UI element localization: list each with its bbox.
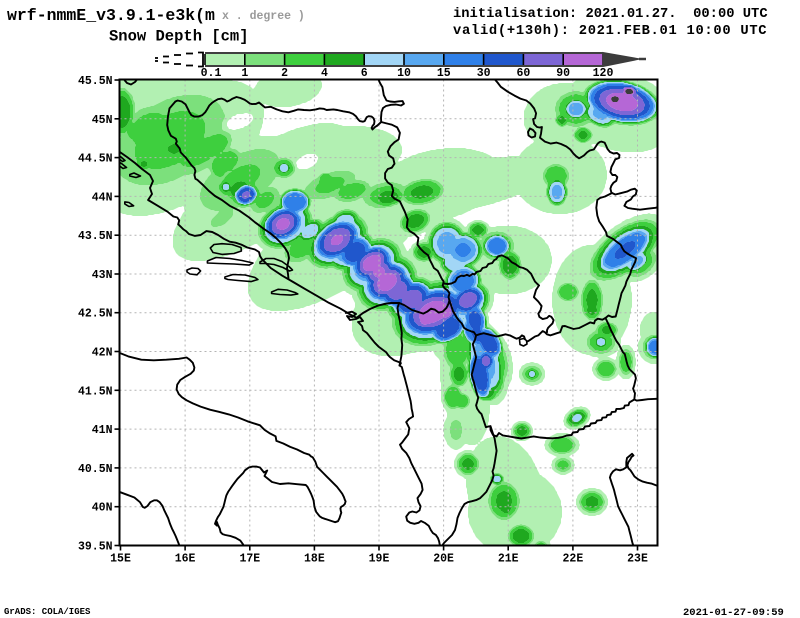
svg-text:42N: 42N xyxy=(92,347,113,360)
svg-text:120: 120 xyxy=(593,67,614,80)
svg-text:60: 60 xyxy=(516,67,530,80)
svg-text:10: 10 xyxy=(397,67,411,80)
svg-text:Snow Depth [cm]: Snow Depth [cm] xyxy=(109,28,249,46)
svg-text:6: 6 xyxy=(361,67,368,80)
svg-text:21E: 21E xyxy=(498,553,519,566)
svg-text:valid(+130h): 2021.FEB.01 10:0: valid(+130h): 2021.FEB.01 10:00 UTC xyxy=(453,23,767,39)
svg-text:40.5N: 40.5N xyxy=(78,463,113,476)
svg-text:15E: 15E xyxy=(110,553,131,566)
svg-text:16E: 16E xyxy=(175,553,196,566)
svg-text:1: 1 xyxy=(241,67,248,80)
svg-text:43N: 43N xyxy=(92,269,113,282)
svg-text:41N: 41N xyxy=(92,424,113,437)
svg-text:43.5N: 43.5N xyxy=(78,230,113,243)
svg-text:90: 90 xyxy=(556,67,570,80)
svg-text:44.5N: 44.5N xyxy=(78,153,113,166)
svg-text:initialisation: 2021.01.27. 0: initialisation: 2021.01.27. 00:00 UTC xyxy=(453,6,768,22)
svg-text:2: 2 xyxy=(281,67,288,80)
svg-text:45.5N: 45.5N xyxy=(78,75,113,88)
svg-text:2021-01-27-09:59: 2021-01-27-09:59 xyxy=(683,607,784,618)
svg-text:17E: 17E xyxy=(239,553,260,566)
svg-text:45N: 45N xyxy=(92,114,113,127)
svg-text:22E: 22E xyxy=(563,553,584,566)
svg-text:23E: 23E xyxy=(627,553,648,566)
svg-text:x . degree ): x . degree ) xyxy=(222,10,305,23)
svg-text:19E: 19E xyxy=(369,553,390,566)
svg-text:40N: 40N xyxy=(92,502,113,515)
svg-text:30: 30 xyxy=(477,67,491,80)
svg-text:44N: 44N xyxy=(92,191,113,204)
svg-text:41.5N: 41.5N xyxy=(78,385,113,398)
svg-text:18E: 18E xyxy=(304,553,325,566)
svg-text:GrADS: COLA/IGES: GrADS: COLA/IGES xyxy=(4,607,91,617)
svg-text:0.1: 0.1 xyxy=(201,67,222,80)
svg-text:wrf-nmmE_v3.9.1-e3k(m: wrf-nmmE_v3.9.1-e3k(m xyxy=(7,6,215,25)
svg-text:20E: 20E xyxy=(433,553,454,566)
svg-text:15: 15 xyxy=(437,67,451,80)
svg-text:39.5N: 39.5N xyxy=(78,541,113,554)
svg-text:42.5N: 42.5N xyxy=(78,308,113,321)
svg-text:4: 4 xyxy=(321,67,328,80)
